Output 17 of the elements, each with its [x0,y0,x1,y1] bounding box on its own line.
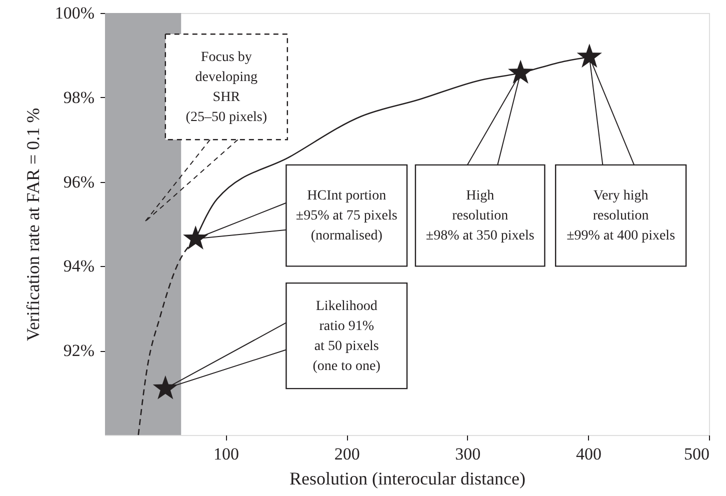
x-tick-label: 400 [576,444,602,464]
y-axis-title: Verification rate at FAR = 0.1 % [22,108,43,342]
y-tick-label: 92% [63,341,94,360]
y-tick-label: 100% [54,4,94,22]
annotation: HCInt portion ±95% at 75 pixels (normalised) [296,188,398,244]
x-tick-label: 500 [684,444,710,464]
x-axis-title: Resolution (interocular distance) [290,468,526,488]
x-tick-label: 300 [455,444,481,464]
y-tick-label: 96% [63,172,94,192]
annotation: Likelihood ratio 91% at 50 pixels (one to one) [312,298,381,374]
y-tick-label: 94% [63,256,94,276]
annotation: High resolution ±98% at 350 pixels [426,188,534,244]
annotation: Very high resolution ±99% at 400 pixels [566,188,676,244]
x-tick-label: 200 [334,444,360,464]
x-tick-label: 100 [214,444,240,464]
y-tick-label: 98% [63,88,94,107]
annotation: Focus by developing SHR (25–50 pixels) [186,50,268,125]
